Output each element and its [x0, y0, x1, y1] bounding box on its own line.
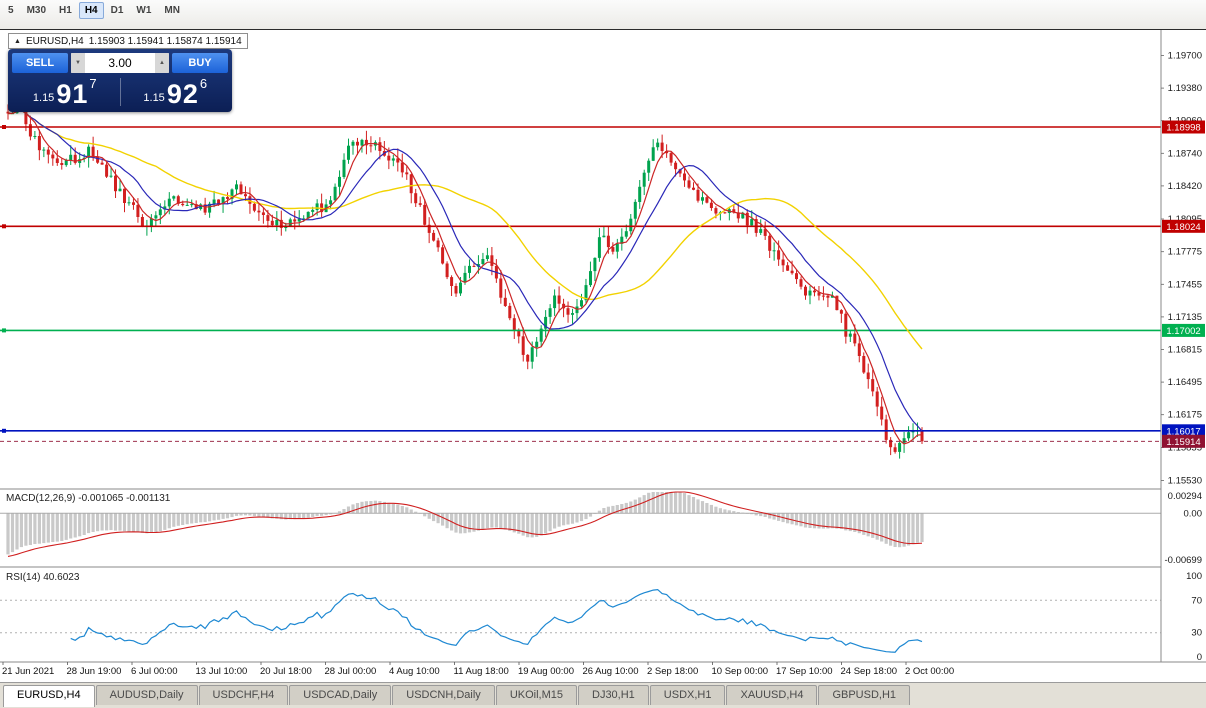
- sell-button[interactable]: SELL: [12, 53, 68, 73]
- svg-text:100: 100: [1186, 571, 1202, 582]
- svg-text:MACD(12,26,9) -0.001065 -0.001: MACD(12,26,9) -0.001065 -0.001131: [6, 493, 171, 504]
- collapse-arrow-icon[interactable]: ▲: [14, 37, 21, 45]
- svg-text:19 Aug 00:00: 19 Aug 00:00: [518, 666, 574, 677]
- svg-text:13 Jul 10:00: 13 Jul 10:00: [196, 666, 248, 677]
- chart-tab-eurusd[interactable]: EURUSD,H4: [3, 685, 95, 707]
- lot-decrease-button[interactable]: ▼: [71, 53, 85, 73]
- rsi-levels: [0, 599, 1161, 634]
- svg-text:1.19380: 1.19380: [1168, 83, 1202, 94]
- svg-text:2 Sep 18:00: 2 Sep 18:00: [647, 666, 698, 677]
- lot-size-control: ▼ ▲: [71, 53, 169, 73]
- svg-text:1.18095: 1.18095: [1168, 214, 1202, 225]
- chart-symbol-label: EURUSD,H4: [25, 35, 84, 47]
- svg-text:26 Aug 10:00: 26 Aug 10:00: [583, 666, 639, 677]
- moving-averages-layer: [7, 109, 923, 445]
- chart-window: 1.197001.193801.190601.187401.184201.180…: [0, 29, 1206, 682]
- timeframe-button-w1[interactable]: W1: [136, 5, 152, 16]
- panel-separators[interactable]: [0, 488, 1206, 568]
- svg-text:0.00294: 0.00294: [1168, 491, 1202, 502]
- svg-text:1.17002: 1.17002: [1166, 326, 1200, 337]
- ask-big-digits: 92: [166, 79, 199, 109]
- lot-increase-button[interactable]: ▲: [155, 53, 169, 73]
- price-axis[interactable]: 1.197001.193801.190601.187401.184201.180…: [1160, 30, 1206, 662]
- svg-text:1.17135: 1.17135: [1168, 312, 1202, 323]
- svg-text:2 Oct 00:00: 2 Oct 00:00: [905, 666, 954, 677]
- chart-tab-usdchf[interactable]: USDCHF,H4: [198, 685, 289, 705]
- svg-text:RSI(14) 40.6023: RSI(14) 40.6023: [6, 572, 80, 583]
- svg-text:1.17455: 1.17455: [1168, 279, 1202, 290]
- svg-text:1.15530: 1.15530: [1168, 476, 1202, 487]
- timeframe-button-5[interactable]: 5: [8, 5, 14, 16]
- svg-text:1.19700: 1.19700: [1168, 51, 1202, 62]
- quote-row: 1.15 91 7 1.15 92 6: [12, 76, 228, 108]
- horizontal-levels-layer[interactable]: [0, 125, 1161, 433]
- chart-tab-usdcnh[interactable]: USDCNH,Daily: [392, 685, 495, 705]
- svg-text:20 Jul 18:00: 20 Jul 18:00: [260, 666, 312, 677]
- svg-text:0: 0: [1197, 652, 1202, 663]
- svg-text:1.16815: 1.16815: [1168, 345, 1202, 356]
- svg-text:30: 30: [1191, 628, 1202, 639]
- timeframe-button-d1[interactable]: D1: [110, 5, 124, 16]
- timeframe-button-h1[interactable]: H1: [59, 5, 72, 16]
- timeframe-button-m30[interactable]: M30: [26, 5, 47, 16]
- svg-text:-0.00699: -0.00699: [1164, 555, 1202, 566]
- time-axis[interactable]: 21 Jun 2021 28 Jun 19:00 6 Jul 00:00 13 Jul…: [0, 661, 1206, 677]
- rsi-line: [70, 588, 923, 653]
- svg-text:4 Aug 10:00: 4 Aug 10:00: [389, 666, 440, 677]
- svg-text:1.16175: 1.16175: [1168, 410, 1202, 421]
- chart-tab-usdcad[interactable]: USDCAD,Daily: [289, 685, 392, 705]
- timeframe-toolbar: 5 M30 H1 H4 D1 W1 MN: [0, 0, 1206, 29]
- chart-ohlc-values: 1.15903 1.15941 1.15874 1.15914: [88, 35, 242, 47]
- ask-prefix: 1.15: [143, 92, 165, 104]
- svg-text:24 Sep 18:00: 24 Sep 18:00: [841, 666, 898, 677]
- svg-text:10 Sep 00:00: 10 Sep 00:00: [712, 666, 769, 677]
- chart-tab-gbpusd[interactable]: GBPUSD,H1: [818, 685, 911, 705]
- bid-pip-digit: 7: [89, 76, 97, 91]
- svg-text:1.16495: 1.16495: [1168, 377, 1202, 388]
- svg-text:1.15914: 1.15914: [1166, 437, 1200, 448]
- chart-tab-ukoil[interactable]: UKOil,M15: [495, 685, 577, 705]
- svg-text:1.16017: 1.16017: [1166, 426, 1200, 437]
- bid-price: 1.15 91 7: [12, 76, 118, 108]
- svg-text:17 Sep 10:00: 17 Sep 10:00: [776, 666, 833, 677]
- svg-text:28 Jun 19:00: 28 Jun 19:00: [67, 666, 122, 677]
- lot-size-input[interactable]: [85, 53, 155, 73]
- svg-text:6 Jul 00:00: 6 Jul 00:00: [131, 666, 177, 677]
- svg-text:28 Jul 00:00: 28 Jul 00:00: [325, 666, 377, 677]
- ask-pip-digit: 6: [199, 76, 208, 91]
- indicator-labels: MACD(12,26,9) -0.001065 -0.001131 RSI(14)…: [6, 493, 171, 583]
- bid-prefix: 1.15: [32, 92, 55, 104]
- svg-text:70: 70: [1191, 595, 1202, 606]
- macd-histogram: [6, 492, 924, 555]
- quote-divider: [119, 78, 121, 106]
- bid-big-digits: 91: [56, 79, 89, 109]
- svg-text:1.18740: 1.18740: [1168, 148, 1202, 159]
- svg-text:11 Aug 18:00: 11 Aug 18:00: [454, 666, 509, 677]
- chart-background: [0, 30, 1206, 678]
- chart-tab-usdx[interactable]: USDX,H1: [649, 685, 726, 705]
- svg-text:1.18420: 1.18420: [1168, 181, 1202, 192]
- chart-tab-dj30[interactable]: DJ30,H1: [578, 685, 649, 705]
- buy-button[interactable]: BUY: [172, 53, 228, 73]
- one-click-trading-panel: SELL ▼ ▲ BUY 1.15 91 7 1.15 92 6: [8, 49, 232, 112]
- svg-text:1.17775: 1.17775: [1168, 247, 1202, 258]
- chart-tab-audusd[interactable]: AUDUSD,Daily: [95, 685, 198, 705]
- chart-tab-xauusd[interactable]: XAUUSD,H4: [726, 685, 818, 705]
- indicator-axis-labels: 0.00294 0.00 -0.00699 100 70 30 0: [1164, 491, 1202, 663]
- trade-controls-row: SELL ▼ ▲ BUY: [12, 53, 228, 73]
- ask-price: 1.15 92 6: [123, 76, 229, 108]
- timeframe-button-h4[interactable]: H4: [78, 2, 104, 19]
- svg-text:1.18998: 1.18998: [1166, 123, 1200, 134]
- chart-title: ▲ EURUSD,H4 1.15903 1.15941 1.15874 1.15…: [8, 33, 248, 49]
- macd-signal-line: [7, 491, 923, 557]
- timeframe-button-mn[interactable]: MN: [164, 5, 180, 16]
- chart-tabs-bar: EURUSD,H4 AUDUSD,Daily USDCHF,H4 USDCAD,Dai…: [0, 682, 1206, 708]
- chart-canvas[interactable]: 1.197001.193801.190601.187401.184201.180…: [0, 30, 1206, 678]
- svg-text:1.15855: 1.15855: [1168, 442, 1202, 453]
- svg-text:1.18024: 1.18024: [1166, 222, 1200, 233]
- svg-text:21 Jun 2021: 21 Jun 2021: [2, 666, 54, 677]
- svg-text:0.00: 0.00: [1184, 508, 1203, 519]
